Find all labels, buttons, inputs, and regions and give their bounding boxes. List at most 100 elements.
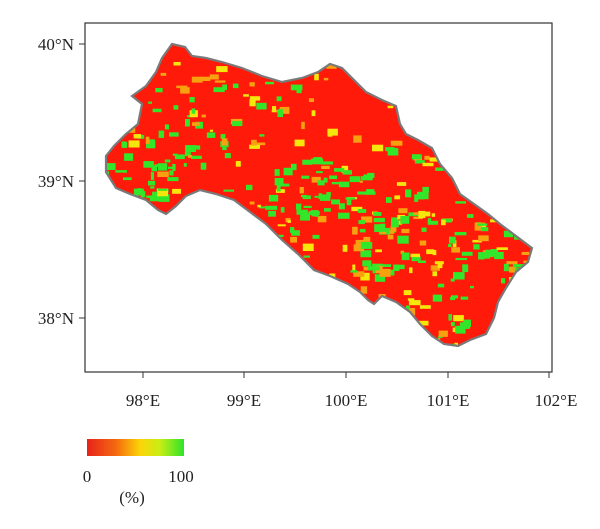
raster-patch (317, 180, 325, 186)
raster-patch (206, 132, 216, 138)
raster-patch (432, 250, 437, 256)
raster-patch (432, 294, 443, 302)
raster-patch (296, 209, 308, 215)
raster-patch (128, 140, 140, 148)
raster-patch (296, 89, 302, 94)
raster-patch (414, 160, 425, 164)
raster-patch (302, 195, 311, 200)
raster-patch (301, 175, 310, 179)
raster-patch (401, 252, 410, 261)
raster-patch (393, 264, 400, 271)
raster-patch (257, 204, 261, 208)
raster-patch (360, 250, 372, 258)
raster-patch (360, 286, 368, 294)
raster-patch (418, 210, 426, 219)
raster-patch (321, 165, 330, 169)
raster-patch (146, 195, 157, 199)
raster-patch (180, 87, 190, 94)
raster-patch (396, 182, 407, 186)
raster-patch (133, 134, 141, 139)
raster-patch (447, 244, 452, 248)
raster-patch (149, 195, 160, 202)
x-axis: 98°E 99°E 100°E 101°E 102°E (126, 372, 577, 410)
y-tick-label-39n: 39°N (38, 172, 74, 191)
raster-patch (274, 169, 280, 176)
raster-patch (277, 224, 286, 227)
raster-patch (185, 119, 190, 127)
raster-patch (172, 164, 176, 171)
raster-patch (274, 178, 284, 186)
raster-patch (450, 322, 455, 327)
raster-patch (150, 172, 154, 180)
raster-patch (408, 307, 416, 316)
raster-patch (346, 197, 352, 206)
raster-patch (353, 135, 362, 143)
raster-patch (450, 296, 456, 301)
raster-patch (373, 217, 385, 223)
raster-patch (301, 121, 305, 130)
raster-patch (368, 266, 380, 271)
raster-patch (358, 220, 365, 225)
raster-patch (449, 236, 456, 244)
raster-patch (329, 175, 338, 180)
raster-patch (411, 154, 422, 160)
raster-patch (353, 271, 365, 277)
raster-patch (276, 183, 281, 192)
raster-patch (158, 196, 162, 202)
raster-patch (151, 165, 157, 172)
raster-patch (429, 157, 438, 162)
raster-patch (106, 163, 116, 170)
raster-patch (463, 319, 471, 327)
raster-patch (521, 251, 530, 255)
raster-patch (342, 170, 352, 175)
raster-patch (512, 264, 525, 268)
raster-patch (183, 163, 187, 167)
raster-patch (390, 225, 397, 232)
raster-patch (213, 87, 225, 93)
raster-patch (426, 249, 435, 255)
raster-patch (523, 260, 528, 263)
raster-patch (317, 215, 327, 223)
raster-patch (474, 222, 486, 231)
raster-patch (115, 170, 127, 173)
raster-patch (124, 153, 134, 161)
raster-patch (200, 76, 211, 81)
raster-patch (473, 244, 480, 250)
raster-patch (290, 236, 297, 243)
raster-patch (400, 250, 405, 255)
raster-patch (362, 260, 372, 267)
raster-patch (378, 228, 387, 233)
raster-patch (414, 194, 419, 202)
raster-patch (189, 97, 195, 103)
raster-patch (235, 161, 241, 167)
raster-patch (372, 270, 379, 274)
raster-patch (453, 315, 464, 322)
raster-patch (224, 153, 231, 159)
raster-patch (372, 144, 384, 152)
raster-patch (157, 188, 168, 191)
raster-patch (143, 161, 154, 168)
raster-patch (419, 240, 427, 246)
raster-patch (357, 191, 369, 195)
raster-patch (419, 305, 431, 309)
raster-patch (364, 191, 376, 195)
raster-patch (316, 171, 323, 174)
y-tick-label-38n: 38°N (38, 309, 74, 328)
raster-patch (272, 106, 277, 112)
raster-patch (508, 266, 516, 273)
raster-patch (503, 263, 509, 272)
raster-patch (413, 216, 423, 220)
raster-patch (349, 176, 361, 183)
raster-patch (200, 162, 207, 170)
raster-patch (452, 240, 457, 248)
raster-patch (146, 141, 156, 149)
raster-patch (385, 147, 395, 152)
raster-patch (379, 268, 391, 277)
raster-patch (283, 167, 293, 176)
raster-patch (148, 101, 152, 104)
raster-patch (216, 66, 228, 73)
raster-patch (431, 213, 436, 217)
raster-patch (478, 235, 489, 242)
raster-patch (280, 207, 285, 213)
